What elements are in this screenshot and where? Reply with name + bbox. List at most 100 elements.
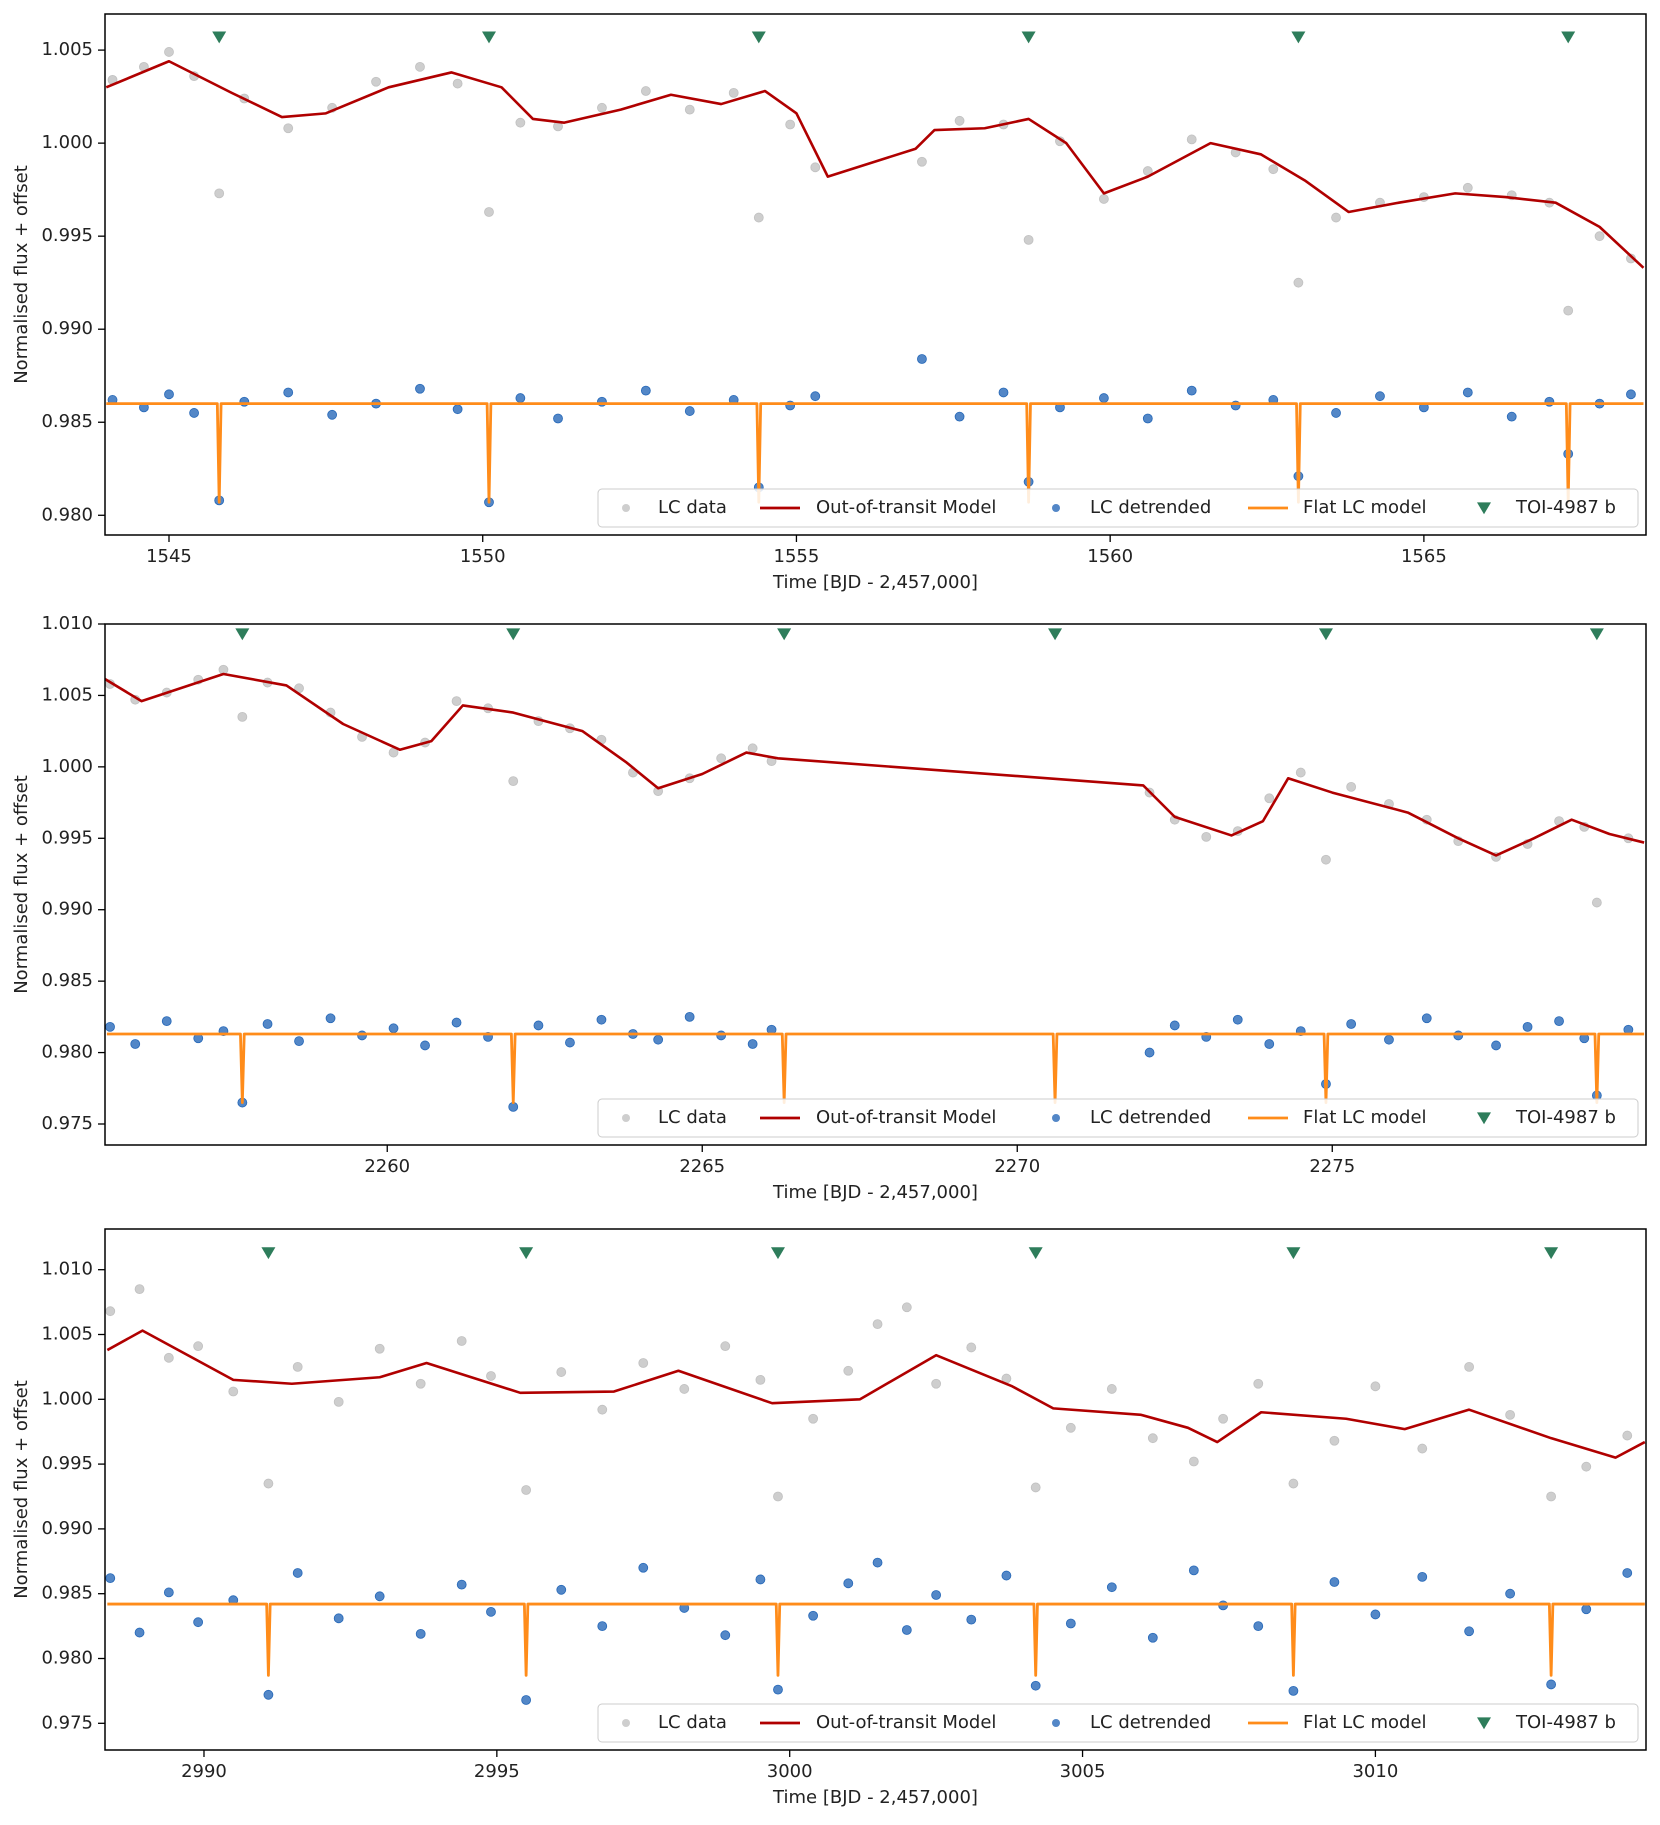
data-point	[1491, 1040, 1501, 1051]
data-point	[415, 61, 425, 72]
data-point	[1264, 793, 1275, 804]
transit-marker	[751, 31, 766, 44]
legend-label: LC detrended	[1090, 497, 1211, 518]
data-point	[1293, 277, 1304, 288]
data-point	[374, 1591, 385, 1602]
y-axis-label: Normalised flux + offset	[11, 775, 32, 994]
data-point	[1417, 1571, 1428, 1582]
legend-label: TOI-4987 b	[1515, 1712, 1616, 1733]
y-tick-label: 0.975	[41, 1113, 93, 1134]
x-tick-label: 2265	[679, 1156, 725, 1177]
legend-symbol	[1052, 1114, 1060, 1122]
data-point	[1321, 854, 1331, 865]
series-line	[106, 1329, 1646, 1459]
y-tick-label: 0.985	[41, 970, 93, 991]
data-point	[1329, 1577, 1340, 1587]
x-tick-label: 2275	[1309, 1156, 1355, 1177]
legend-label: LC detrended	[1090, 1712, 1211, 1733]
data-point	[954, 115, 965, 126]
transit-marker	[1544, 1247, 1559, 1260]
data-point	[292, 1568, 303, 1578]
data-point	[1591, 897, 1602, 908]
data-point	[1268, 164, 1279, 175]
data-point	[374, 1343, 385, 1354]
data-point	[484, 207, 494, 217]
data-point	[105, 1021, 115, 1032]
series-line	[106, 1032, 1645, 1104]
data-point	[228, 1386, 239, 1397]
data-point	[193, 1341, 204, 1352]
data-point	[810, 162, 821, 173]
data-point	[1622, 1430, 1633, 1441]
x-tick-label: 2260	[364, 1156, 410, 1177]
data-point	[161, 1016, 172, 1027]
transit-marker	[1286, 1247, 1301, 1260]
data-point	[1253, 1621, 1264, 1632]
legend-label: Out-of-transit Model	[816, 1712, 996, 1733]
data-point	[565, 1037, 575, 1048]
data-point	[486, 1371, 496, 1381]
data-point	[597, 1621, 608, 1632]
y-tick-label: 0.985	[41, 411, 93, 432]
axes-frame	[104, 13, 1647, 536]
data-point	[843, 1578, 854, 1589]
y-tick-label: 1.000	[41, 756, 93, 777]
data-point	[556, 1584, 567, 1595]
transit-marker	[1028, 1247, 1043, 1260]
data-point	[388, 1023, 399, 1034]
x-tick-label: 3000	[767, 1761, 813, 1782]
data-point	[1462, 387, 1473, 398]
data-point	[283, 123, 294, 134]
transit-marker	[1048, 628, 1063, 641]
y-tick-label: 1.010	[41, 1259, 93, 1280]
data-point	[262, 1019, 273, 1029]
data-point	[1563, 305, 1574, 316]
transit-marker	[1589, 628, 1604, 641]
data-point	[163, 1352, 174, 1363]
data-point	[638, 1562, 649, 1573]
y-tick-label: 1.000	[41, 132, 93, 153]
data-point	[292, 1361, 303, 1372]
data-point	[415, 1628, 426, 1639]
data-point	[1144, 1047, 1155, 1058]
legend-label: TOI-4987 b	[1515, 497, 1616, 518]
data-point	[1329, 1435, 1340, 1446]
data-point	[773, 1684, 783, 1695]
x-tick-label: 1560	[1087, 546, 1133, 567]
data-point	[325, 1013, 336, 1024]
data-point	[966, 1614, 977, 1625]
y-tick-label: 1.005	[41, 1323, 93, 1344]
data-point	[333, 1613, 344, 1624]
data-point	[415, 383, 425, 394]
data-point	[1581, 1461, 1592, 1472]
data-point	[843, 1365, 854, 1376]
y-tick-label: 0.995	[41, 827, 93, 848]
data-point	[872, 1319, 883, 1330]
legend-symbol	[1477, 1717, 1491, 1730]
data-point	[917, 156, 927, 167]
data-point	[1098, 194, 1109, 204]
data-point	[515, 393, 526, 403]
data-point	[1346, 1019, 1357, 1029]
data-point	[237, 711, 248, 722]
y-tick-label: 1.005	[41, 39, 93, 60]
axes-frame	[104, 623, 1647, 1146]
data-point	[327, 409, 338, 420]
data-point	[130, 1039, 141, 1049]
legend-symbol	[1477, 1112, 1491, 1125]
x-tick-label: 1555	[774, 546, 820, 567]
data-point	[640, 86, 651, 96]
data-point	[1554, 1016, 1564, 1027]
y-tick-label: 0.990	[41, 1518, 93, 1539]
transit-marker	[506, 628, 521, 641]
data-point	[1147, 1433, 1158, 1444]
data-point	[456, 1336, 467, 1346]
legend-symbol	[1477, 502, 1491, 515]
data-point	[263, 1689, 274, 1700]
data-point	[1201, 831, 1212, 842]
data-point	[134, 1284, 145, 1295]
data-point	[1218, 1413, 1229, 1424]
data-point	[716, 753, 727, 764]
plot-data	[105, 628, 1645, 1112]
